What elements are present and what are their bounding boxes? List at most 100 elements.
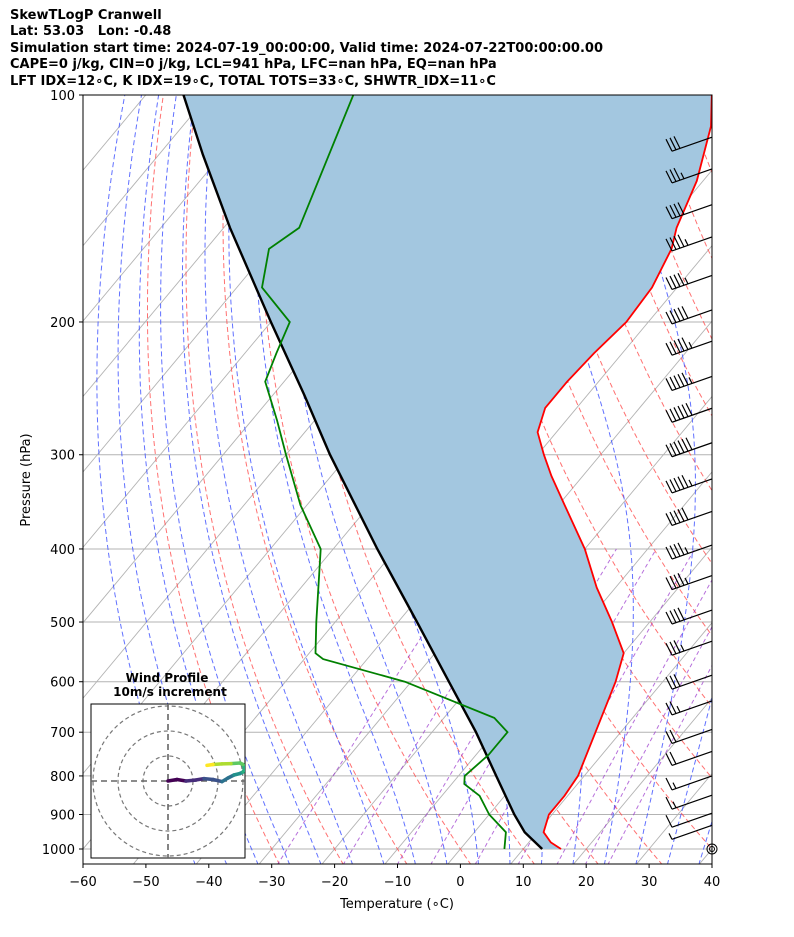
- isotherm-line: [83, 95, 209, 247]
- x-tick-label: −40: [195, 875, 222, 890]
- wind-barb: [665, 234, 713, 252]
- cin-shade-area: [183, 95, 712, 849]
- dry-adiabat-line: [521, 95, 712, 565]
- wind-barb: [665, 640, 713, 656]
- barb-flag: [669, 751, 677, 765]
- isotherm-line: [698, 848, 712, 864]
- wind-barbs: [665, 136, 718, 855]
- y-tick-label: 900: [50, 808, 75, 823]
- barb-shaft: [671, 309, 713, 325]
- barb-flag: [677, 273, 685, 286]
- barb-flag: [681, 438, 689, 452]
- barb-shaft: [671, 775, 713, 791]
- moist-adiabat-line: [228, 95, 385, 864]
- wind-barb: [665, 775, 713, 791]
- wind-barb: [665, 402, 713, 423]
- barb-flag: [677, 234, 685, 247]
- mixing-ratio-line: [607, 664, 712, 864]
- barb-flag: [669, 310, 677, 323]
- barb-flag: [681, 306, 689, 319]
- wind-barb: [665, 700, 713, 716]
- dry-adiabat-line: [782, 95, 794, 865]
- wind-barb: [665, 750, 713, 766]
- barb-flag: [681, 475, 689, 488]
- barb-flag: [665, 731, 673, 744]
- barb-flag: [665, 513, 673, 526]
- profile-lines: [182, 95, 712, 850]
- title-indices-1: CAPE=0 j/kg, CIN=0 j/kg, LCL=941 hPa, LF…: [10, 57, 497, 73]
- dry-adiabat-line: [325, 95, 599, 864]
- barb-flag: [665, 480, 673, 494]
- barb-flag: [669, 376, 677, 390]
- barb-flag: [669, 237, 677, 250]
- barb-flag: [669, 169, 677, 182]
- dry-adiabat-line: [292, 95, 535, 864]
- barb-flag: [665, 814, 673, 828]
- barb-half-flag: [684, 277, 689, 285]
- barb-flag: [669, 275, 677, 289]
- barb-shaft: [671, 609, 713, 625]
- moist-adiabat-line: [160, 95, 290, 864]
- dry-adiabat-line: [258, 95, 472, 864]
- wind-barb: [668, 824, 713, 840]
- y-tick-label: 600: [50, 676, 75, 691]
- barb-half-flag: [688, 341, 693, 349]
- barb-half-flag: [688, 377, 693, 384]
- barb-shaft: [671, 750, 713, 766]
- wind-barb: [665, 202, 713, 220]
- barb-flag: [681, 404, 689, 417]
- barb-flag: [669, 408, 677, 422]
- barb-flag: [673, 203, 681, 217]
- wind-barb: [665, 674, 713, 690]
- barb-flag: [669, 205, 677, 218]
- moist-adiabat-line: [282, 95, 448, 864]
- barb-flag: [665, 409, 673, 423]
- isotherm-line: [510, 622, 712, 864]
- x-tick-label: 40: [704, 875, 721, 890]
- barb-flag: [669, 479, 677, 492]
- barb-flag: [669, 675, 677, 689]
- barb-flag: [669, 701, 677, 714]
- barb-flag: [673, 235, 681, 249]
- barb-shaft: [671, 812, 713, 828]
- barb-flag: [677, 607, 685, 621]
- dry-adiabat-line: [750, 95, 794, 865]
- barb-flag: [673, 441, 681, 455]
- barb-flag: [665, 753, 673, 766]
- barb-flag: [681, 372, 689, 386]
- y-tick-label: 300: [50, 449, 75, 464]
- wind-barb: [665, 337, 713, 356]
- y-tick-label: 500: [50, 616, 75, 631]
- barb-shaft: [671, 728, 713, 744]
- barb-flag: [669, 341, 677, 355]
- moist-adiabat-line: [253, 95, 416, 864]
- barb-flag: [673, 274, 681, 287]
- x-tick-label: 30: [641, 875, 658, 890]
- barb-flag: [665, 378, 673, 391]
- barb-flag: [677, 508, 685, 522]
- barb-flag: [677, 476, 685, 489]
- barb-flag: [665, 577, 673, 590]
- barb-flag: [677, 307, 685, 321]
- moist-adiabat-line: [204, 95, 353, 864]
- wind-barb: [665, 542, 713, 560]
- moist-adiabat-line: [518, 95, 634, 864]
- hodograph-title: Wind Profile: [126, 671, 209, 685]
- y-tick-label: 1000: [42, 843, 75, 858]
- temperature-line: [536, 95, 712, 850]
- barb-flag: [665, 138, 673, 152]
- wind-barb: [665, 794, 713, 810]
- barb-flag: [665, 206, 673, 219]
- barb-flag: [673, 608, 681, 622]
- title-indices-2: LFT IDX=12∘C, K IDX=19∘C, TOTAL TOTS=33∘…: [10, 73, 496, 89]
- wind-barb: [665, 573, 713, 591]
- x-tick-label: −10: [384, 875, 411, 890]
- barb-flag: [673, 375, 681, 388]
- barb-flag: [673, 407, 681, 420]
- axis-ticks: −60 −50 −40 −30 −20 −10 0 10 20 30 40 1000 900 800 700…: [42, 89, 720, 890]
- y-axis-label: Pressure (hPa): [19, 433, 34, 526]
- barb-half-flag: [684, 239, 689, 246]
- barb-flag: [669, 641, 677, 655]
- barb-flag: [673, 136, 681, 149]
